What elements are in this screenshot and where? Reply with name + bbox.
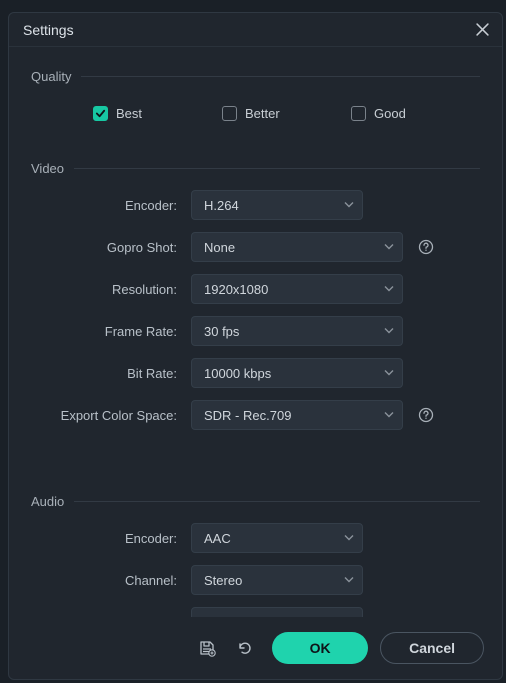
cancel-button[interactable]: Cancel — [380, 632, 484, 664]
gopro-help-button[interactable] — [417, 238, 435, 256]
titlebar: Settings — [9, 13, 502, 47]
quality-label: Best — [116, 106, 142, 121]
section-label: Quality — [31, 69, 81, 84]
field-colorspace: Export Color Space: SDR - Rec.709 — [31, 400, 480, 430]
select-value: Stereo — [204, 573, 242, 588]
framerate-select[interactable]: 30 fps — [191, 316, 403, 346]
select-value: 10000 kbps — [204, 366, 271, 381]
colorspace-help-button[interactable] — [417, 406, 435, 424]
checkbox-icon — [351, 106, 366, 121]
button-label: Cancel — [409, 640, 455, 656]
section-header-video: Video — [31, 161, 480, 176]
field-label: Encoder: — [31, 531, 191, 546]
close-icon — [476, 23, 489, 36]
quality-options: Best Better Good — [31, 98, 480, 143]
section-divider — [81, 76, 480, 77]
chevron-down-icon — [344, 531, 354, 546]
field-label: Bit Rate: — [31, 366, 191, 381]
quality-option-best[interactable]: Best — [93, 106, 222, 121]
reset-button[interactable] — [234, 637, 256, 659]
samplerate-select[interactable]: 44100 Hz — [191, 607, 363, 617]
chevron-down-icon — [384, 408, 394, 423]
section-header-quality: Quality — [31, 69, 480, 84]
select-value: H.264 — [204, 198, 239, 213]
section-divider — [74, 501, 480, 502]
select-value: 30 fps — [204, 324, 239, 339]
settings-dialog: Settings Quality Best Better — [8, 12, 503, 680]
section-label: Video — [31, 161, 74, 176]
button-label: OK — [310, 640, 331, 656]
select-value: None — [204, 240, 235, 255]
chevron-down-icon — [384, 240, 394, 255]
field-label: Gopro Shot: — [31, 240, 191, 255]
gopro-shot-select[interactable]: None — [191, 232, 403, 262]
select-value: AAC — [204, 531, 231, 546]
quality-label: Good — [374, 106, 406, 121]
field-channel: Channel: Stereo — [31, 565, 480, 595]
section-header-audio: Audio — [31, 494, 480, 509]
chevron-down-icon — [384, 282, 394, 297]
resolution-select[interactable]: 1920x1080 — [191, 274, 403, 304]
select-value: 1920x1080 — [204, 282, 268, 297]
field-resolution: Resolution: 1920x1080 — [31, 274, 480, 304]
field-video-encoder: Encoder: H.264 — [31, 190, 480, 220]
save-icon — [198, 639, 216, 657]
checkbox-icon — [222, 106, 237, 121]
quality-option-good[interactable]: Good — [351, 106, 480, 121]
chevron-down-icon — [384, 324, 394, 339]
field-label: Export Color Space: — [31, 408, 191, 423]
help-icon — [418, 407, 434, 423]
help-icon — [418, 239, 434, 255]
chevron-down-icon — [344, 573, 354, 588]
field-label: Encoder: — [31, 198, 191, 213]
chevron-down-icon — [344, 198, 354, 213]
section-divider — [74, 168, 480, 169]
field-video-bitrate: Bit Rate: 10000 kbps — [31, 358, 480, 388]
chevron-down-icon — [384, 366, 394, 381]
video-encoder-select[interactable]: H.264 — [191, 190, 363, 220]
dialog-content: Quality Best Better Good — [9, 47, 502, 617]
save-preset-button[interactable] — [196, 637, 218, 659]
field-label: Resolution: — [31, 282, 191, 297]
video-bitrate-select[interactable]: 10000 kbps — [191, 358, 403, 388]
checkbox-icon — [93, 106, 108, 121]
section-label: Audio — [31, 494, 74, 509]
dialog-footer: OK Cancel — [9, 617, 502, 679]
field-framerate: Frame Rate: 30 fps — [31, 316, 480, 346]
field-audio-encoder: Encoder: AAC — [31, 523, 480, 553]
quality-label: Better — [245, 106, 280, 121]
field-label: Frame Rate: — [31, 324, 191, 339]
channel-select[interactable]: Stereo — [191, 565, 363, 595]
field-samplerate: Sample Rate: 44100 Hz — [31, 607, 480, 617]
close-button[interactable] — [472, 20, 492, 40]
chevron-down-icon — [344, 615, 354, 618]
colorspace-select[interactable]: SDR - Rec.709 — [191, 400, 403, 430]
ok-button[interactable]: OK — [272, 632, 368, 664]
field-gopro-shot: Gopro Shot: None — [31, 232, 480, 262]
spacer — [31, 442, 480, 476]
field-label: Channel: — [31, 573, 191, 588]
dialog-title: Settings — [23, 22, 472, 38]
reset-icon — [236, 639, 254, 657]
quality-option-better[interactable]: Better — [222, 106, 351, 121]
audio-encoder-select[interactable]: AAC — [191, 523, 363, 553]
select-value: 44100 Hz — [204, 615, 260, 618]
select-value: SDR - Rec.709 — [204, 408, 291, 423]
